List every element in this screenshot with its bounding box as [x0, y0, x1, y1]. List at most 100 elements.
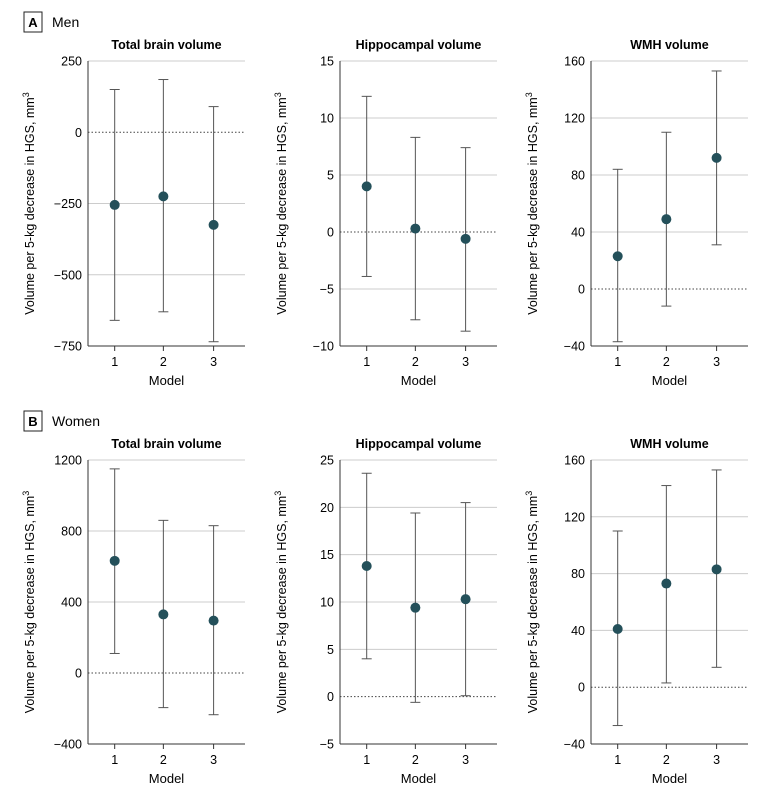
panel-b-header: B Women — [23, 410, 100, 432]
chart-a-3-ylabel: Volume per 5-kg decrease in HGS, mm3 — [524, 92, 540, 314]
chart-a-2-ylabel-text: Volume per 5-kg decrease in HGS, mm — [275, 97, 289, 314]
chart-b-1-ytick-label: 800 — [61, 525, 82, 539]
chart-b-1-ytick-label: 0 — [75, 667, 82, 681]
panel-a-name: Men — [52, 14, 79, 30]
chart-b-2-ytick-label: 5 — [327, 643, 334, 657]
chart-a-1-xlabel: Model — [149, 373, 185, 388]
panel-a-letter-box — [23, 11, 43, 33]
chart-a-1-point — [208, 219, 219, 230]
chart-a-1-xtick-label: 2 — [160, 355, 167, 369]
chart-a-3-ylabel-sup: 3 — [524, 92, 534, 97]
chart-a-1-ytick-label: 0 — [75, 126, 82, 140]
chart-a-3-ytick-label: 0 — [578, 283, 585, 297]
chart-a-2-ytick-label: −10 — [313, 340, 334, 354]
chart-b-3-ytick-label: −40 — [564, 738, 585, 752]
chart-b-3-point — [612, 623, 623, 634]
chart-b-2-point — [410, 602, 421, 613]
chart-b-1-ytick-label: 1200 — [54, 454, 82, 468]
chart-b-3-ytick-label: 120 — [564, 510, 585, 524]
chart-b-1-ylabel-sup: 3 — [21, 491, 31, 496]
chart-a-2-xlabel: Model — [401, 373, 437, 388]
panel-a-header: A Men — [23, 11, 79, 33]
chart-b-2-ytick-label: 20 — [320, 501, 334, 515]
chart-a-3: WMH volume 160 120 80 40 0 −40 1 2 3 Model Volume p… — [524, 38, 748, 388]
chart-a-2-ytick-label: 10 — [320, 112, 334, 126]
chart-b-3-ylabel: Volume per 5-kg decrease in HGS, mm3 — [524, 491, 540, 713]
chart-a-2-ytick-label: 5 — [327, 169, 334, 183]
chart-a-1-xtick-label: 1 — [111, 355, 118, 369]
chart-b-2-ylabel-sup: 3 — [273, 491, 283, 496]
chart-b-2-ylabel-text: Volume per 5-kg decrease in HGS, mm — [275, 496, 289, 713]
chart-a-1-ylabel-text: Volume per 5-kg decrease in HGS, mm — [23, 97, 37, 314]
chart-a-1-ytick-label: −750 — [54, 340, 82, 354]
chart-b-1-ytick-label: 400 — [61, 596, 82, 610]
panel-b-letter: B — [28, 414, 37, 429]
chart-a-2-ytick-label: 15 — [320, 55, 334, 69]
chart-b-2-xlabel: Model — [401, 771, 437, 786]
chart-b-3-ylabel-text: Volume per 5-kg decrease in HGS, mm — [526, 496, 540, 713]
chart-a-3-xlabel: Model — [652, 373, 688, 388]
chart-b-2-xtick-label: 2 — [412, 753, 419, 767]
chart-b-1-ytick-label: −400 — [54, 738, 82, 752]
chart-b-3-ylabel-sup: 3 — [524, 491, 534, 496]
chart-a-3-point — [661, 214, 672, 225]
chart-a-3-ytick-label: 40 — [571, 226, 585, 240]
chart-b-1-point — [158, 609, 169, 620]
chart-b-3-ytick-label: 160 — [564, 454, 585, 468]
chart-a-3-ytick-label: 120 — [564, 112, 585, 126]
chart-b-2-point — [460, 594, 471, 605]
chart-a-3-point — [612, 251, 623, 262]
chart-b-1: Total brain volume 1200 800 400 0 −400 1 2 3 Mode… — [21, 437, 245, 786]
chart-b-3-xtick-label: 1 — [614, 753, 621, 767]
chart-a-2-title: Hippocampal volume — [356, 38, 482, 52]
chart-a-3-xtick-label: 3 — [713, 355, 720, 369]
panel-b-name: Women — [52, 413, 100, 429]
panel-a-letter: A — [28, 15, 38, 30]
chart-a-3-xtick-label: 1 — [614, 355, 621, 369]
chart-b-2-ylabel: Volume per 5-kg decrease in HGS, mm3 — [273, 491, 289, 713]
chart-a-1-ytick-label: −250 — [54, 197, 82, 211]
chart-b-3-ytick-label: 0 — [578, 681, 585, 695]
chart-a-1-ytick-label: −500 — [54, 268, 82, 282]
chart-b-1-title: Total brain volume — [111, 437, 221, 451]
chart-b-1-xtick-label: 1 — [111, 753, 118, 767]
chart-a-1: Total brain volume 250 0 −250 −500 −750 1 2 3 Mod… — [21, 38, 245, 388]
chart-b-2-ytick-label: −5 — [320, 738, 334, 752]
chart-b-3-xlabel: Model — [652, 771, 688, 786]
chart-a-2-ytick-label: −5 — [320, 283, 334, 297]
chart-a-2: Hippocampal volume 15 10 5 0 −5 −10 1 2 3 Model Vol… — [273, 38, 497, 388]
chart-b-3-xtick-label: 3 — [713, 753, 720, 767]
chart-a-1-ytick-label: 250 — [61, 55, 82, 69]
chart-b-1-ylabel-text: Volume per 5-kg decrease in HGS, mm — [23, 496, 37, 713]
chart-a-2-ylabel-sup: 3 — [273, 92, 283, 97]
chart-b-1-point — [208, 615, 219, 626]
chart-a-2-point — [361, 181, 372, 192]
chart-a-2-point — [410, 223, 421, 234]
chart-b-2-xtick-label: 3 — [462, 753, 469, 767]
chart-b-3: WMH volume 160 120 80 40 0 −40 1 2 3 Model Volume p… — [524, 437, 748, 786]
panel-b-letter-box — [23, 410, 43, 432]
chart-a-3-xtick-label: 2 — [663, 355, 670, 369]
chart-a-3-ytick-label: 160 — [564, 55, 585, 69]
chart-a-2-ytick-label: 0 — [327, 226, 334, 240]
chart-a-2-xtick-label: 1 — [363, 355, 370, 369]
chart-a-1-ylabel-sup: 3 — [21, 92, 31, 97]
chart-a-1-point — [109, 199, 120, 210]
chart-a-2-ylabel: Volume per 5-kg decrease in HGS, mm3 — [273, 92, 289, 314]
chart-b-2: Hippocampal volume 25 20 15 10 5 0 −5 1 2 3 Model Vo… — [273, 437, 497, 786]
chart-b-1-ylabel: Volume per 5-kg decrease in HGS, mm3 — [21, 491, 37, 713]
chart-b-3-title: WMH volume — [630, 437, 709, 451]
chart-a-3-ytick-label: 80 — [571, 169, 585, 183]
chart-b-2-ytick-label: 10 — [320, 596, 334, 610]
chart-b-3-point — [661, 578, 672, 589]
chart-b-1-xtick-label: 3 — [210, 753, 217, 767]
chart-b-2-title: Hippocampal volume — [356, 437, 482, 451]
chart-a-3-point — [711, 152, 722, 163]
chart-a-1-title: Total brain volume — [111, 38, 221, 52]
chart-a-3-ylabel-text: Volume per 5-kg decrease in HGS, mm — [526, 97, 540, 314]
chart-a-2-xtick-label: 2 — [412, 355, 419, 369]
chart-a-3-ytick-label: −40 — [564, 340, 585, 354]
chart-a-3-title: WMH volume — [630, 38, 709, 52]
chart-a-1-point — [158, 191, 169, 202]
